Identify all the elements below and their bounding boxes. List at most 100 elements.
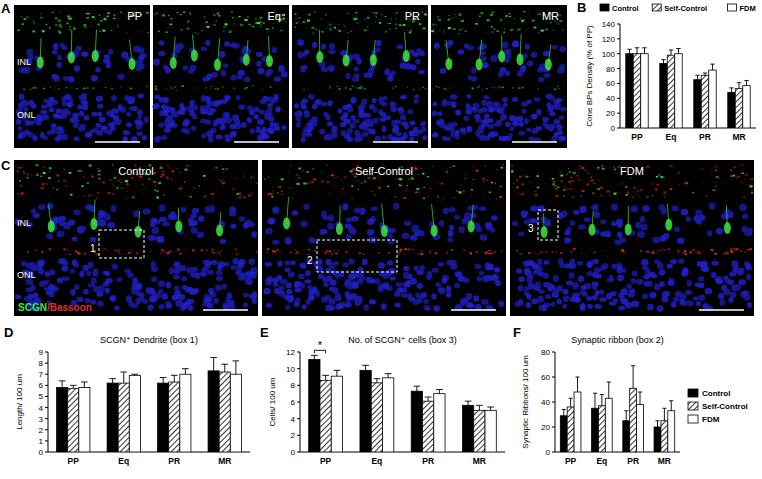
- nucleus: [161, 135, 168, 140]
- speckle: [63, 169, 65, 171]
- speckle: [84, 253, 87, 255]
- speckle: [429, 250, 431, 251]
- nucleus: [252, 292, 257, 299]
- nucleus: [137, 109, 143, 114]
- speckle: [351, 197, 354, 199]
- speckle: [482, 89, 483, 91]
- nucleus: [414, 266, 419, 272]
- speckle: [126, 32, 127, 34]
- speckle: [521, 20, 524, 22]
- speckle: [240, 195, 242, 196]
- speckle: [486, 32, 487, 34]
- speckle: [153, 181, 156, 183]
- speckle: [320, 18, 322, 19]
- speckle: [404, 254, 405, 256]
- speckle: [40, 12, 41, 14]
- speckle: [499, 186, 502, 188]
- speckle: [78, 170, 81, 172]
- nucleus: [144, 117, 149, 123]
- speckle: [197, 33, 198, 35]
- speckle: [65, 253, 66, 255]
- nucleus: [559, 136, 564, 141]
- speckle: [146, 12, 149, 14]
- speckle: [184, 181, 185, 183]
- speckle: [77, 252, 80, 254]
- nucleus: [378, 109, 383, 114]
- speckle: [379, 22, 382, 24]
- speckle: [99, 31, 101, 32]
- speckle: [146, 86, 148, 87]
- speckle: [393, 250, 394, 252]
- image-background: [292, 5, 428, 148]
- speckle: [199, 185, 200, 186]
- speckle: [191, 22, 192, 24]
- speckle: [375, 21, 376, 23]
- speckle: [112, 164, 113, 166]
- speckle: [326, 250, 329, 252]
- speckle: [133, 179, 134, 181]
- speckle: [491, 31, 493, 33]
- speckle: [252, 175, 255, 177]
- speckle: [132, 196, 135, 198]
- nucleus: [207, 270, 214, 275]
- nucleus: [174, 286, 180, 291]
- speckle: [20, 194, 22, 196]
- speckle: [447, 169, 448, 171]
- speckle: [32, 192, 34, 193]
- speckle: [49, 171, 51, 172]
- speckle: [219, 179, 221, 180]
- speckle: [92, 16, 95, 18]
- speckle: [345, 251, 348, 253]
- speckle: [80, 188, 81, 190]
- nucleus: [193, 288, 199, 293]
- speckle: [187, 20, 190, 22]
- speckle: [246, 185, 247, 187]
- speckle: [459, 14, 462, 16]
- nucleus: [151, 276, 157, 282]
- speckle: [179, 171, 181, 173]
- nucleus: [51, 128, 57, 134]
- nucleus: [96, 95, 103, 101]
- speckle: [325, 14, 327, 15]
- nucleus: [192, 208, 199, 214]
- speckle: [17, 193, 18, 194]
- speckle: [367, 25, 368, 27]
- nucleus: [296, 117, 302, 122]
- nucleus: [508, 133, 513, 138]
- nucleus: [390, 102, 396, 107]
- speckle: [76, 88, 78, 90]
- speckle: [67, 173, 69, 174]
- speckle: [166, 254, 168, 256]
- speckle: [394, 196, 397, 198]
- nucleus: [328, 50, 336, 55]
- speckle: [193, 88, 194, 89]
- nucleus: [445, 137, 452, 141]
- speckle: [446, 171, 448, 173]
- nucleus: [154, 58, 160, 64]
- speckle: [345, 87, 347, 88]
- speckle: [427, 176, 429, 177]
- nucleus: [417, 130, 424, 134]
- nucleus: [432, 268, 439, 273]
- speckle: [559, 88, 561, 89]
- micrograph: Self-Control2: [262, 160, 506, 316]
- nucleus: [216, 276, 223, 281]
- speckle: [503, 174, 504, 176]
- nucleus: [418, 70, 425, 74]
- nucleus: [470, 106, 476, 111]
- speckle: [439, 31, 441, 32]
- speckle: [180, 29, 183, 31]
- speckle: [485, 165, 486, 166]
- nucleus: [454, 215, 460, 220]
- speckle: [452, 197, 455, 199]
- nucleus: [159, 217, 167, 222]
- nucleus: [196, 232, 204, 238]
- speckle: [378, 187, 381, 189]
- nucleus: [433, 132, 439, 137]
- nucleus: [46, 233, 53, 239]
- speckle: [559, 20, 562, 22]
- speckle: [292, 198, 293, 199]
- nucleus: [49, 269, 56, 275]
- nucleus: [68, 219, 75, 225]
- speckle: [28, 182, 29, 184]
